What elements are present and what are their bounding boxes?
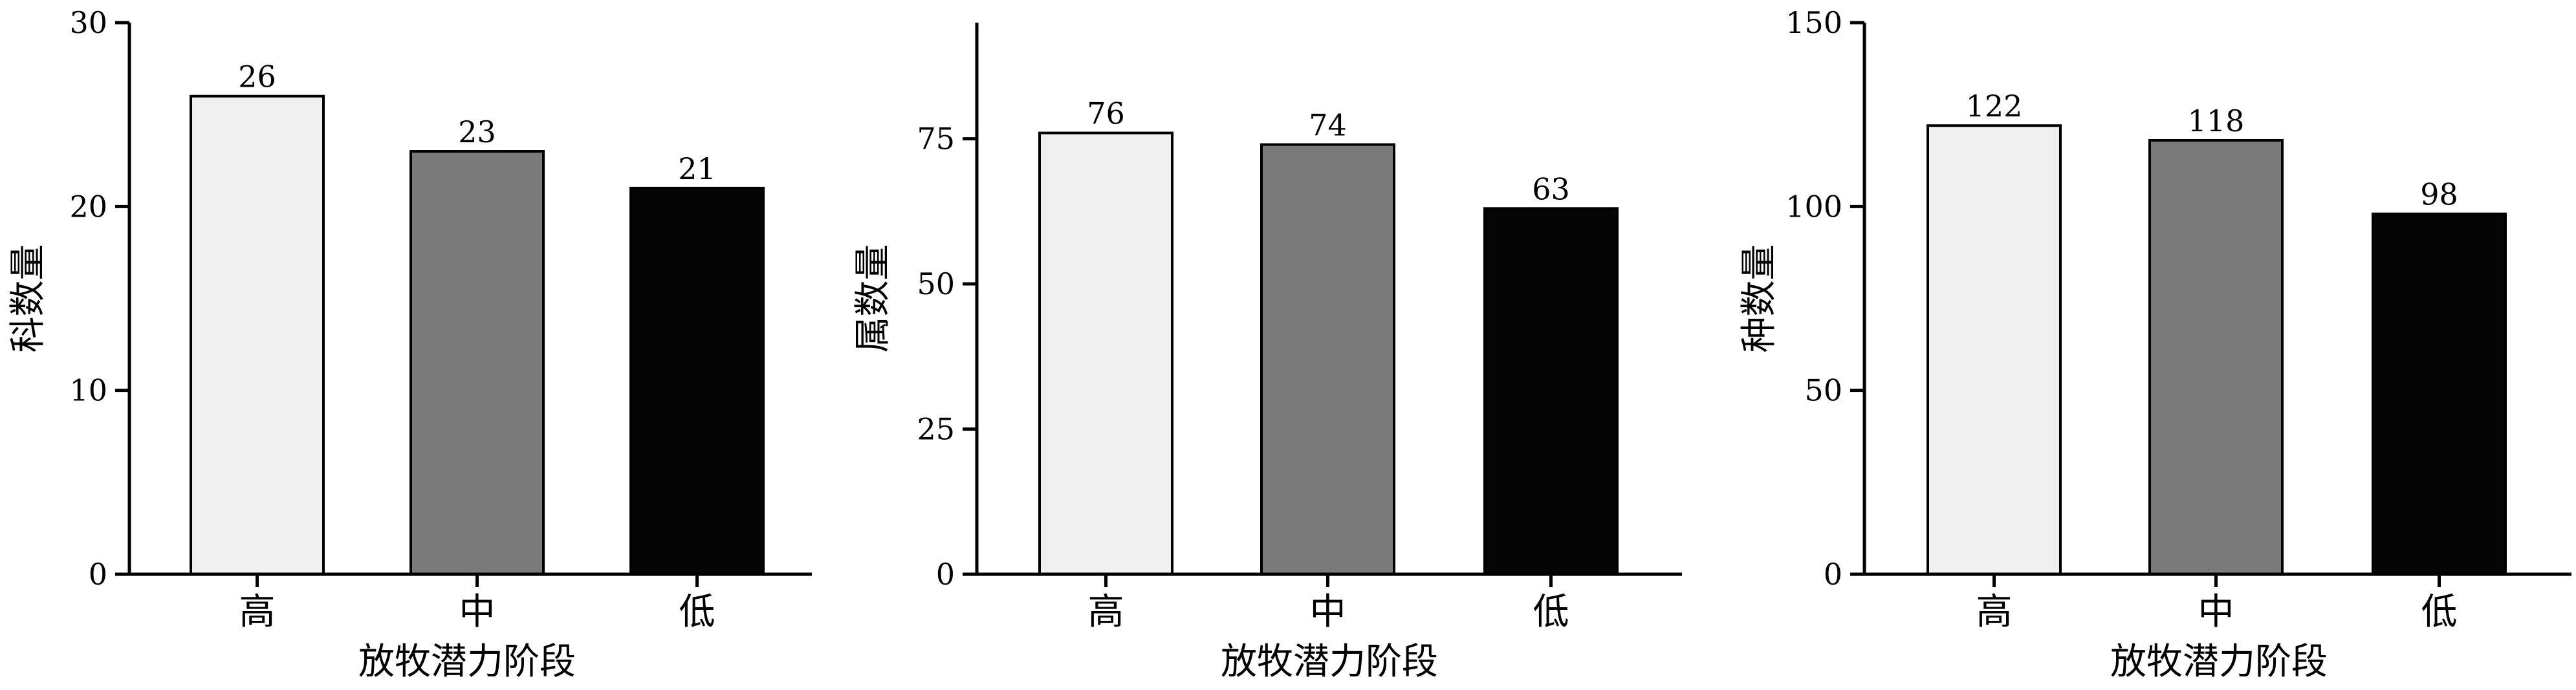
panel2-bar-1 xyxy=(1038,131,1173,576)
panel2-data-label-1: 76 xyxy=(1087,96,1125,131)
panel1-category-label-2: 中 xyxy=(459,591,496,633)
panel1-bar-2 xyxy=(409,150,545,576)
panel2-category-label-1: 高 xyxy=(1088,591,1124,633)
panel1-data-label-3: 21 xyxy=(678,151,716,186)
panel2-ytick-label-3: 50 xyxy=(917,266,955,301)
panel3-bar-2 xyxy=(2148,138,2284,576)
panel1-y-axis-title: 科数量 xyxy=(7,244,49,353)
panel3-ytick-label-2: 50 xyxy=(1804,373,1842,408)
panel1-bar-1 xyxy=(190,94,325,576)
panel2-category-label-3: 低 xyxy=(1533,591,1569,633)
panel3-ytick-label-1: 0 xyxy=(1824,557,1842,592)
panel3-x-axis-title: 放牧潜力阶段 xyxy=(2110,641,2328,683)
panel3-y-axis-title: 种数量 xyxy=(1738,244,1780,353)
panel2-data-label-2: 74 xyxy=(1309,108,1347,143)
panel1-category-label-1: 高 xyxy=(239,591,276,633)
panel1-data-label-2: 23 xyxy=(458,114,496,149)
panel2-bar-2 xyxy=(1260,143,1395,576)
panel3-bar-1 xyxy=(1927,124,2062,576)
panel1-ytick-label-3: 20 xyxy=(69,189,107,224)
panel3-data-label-3: 98 xyxy=(2420,177,2458,212)
panel2-x-axis-title: 放牧潜力阶段 xyxy=(1221,641,1438,683)
panel1-ytick-label-1: 0 xyxy=(89,557,107,592)
panel3-category-label-2: 中 xyxy=(2198,591,2234,633)
panel1-x-axis-title: 放牧潜力阶段 xyxy=(358,641,576,683)
panel2-ytick-label-4: 75 xyxy=(917,122,955,156)
panel3-category-label-3: 低 xyxy=(2421,591,2458,633)
panel3-data-label-2: 118 xyxy=(2188,103,2245,138)
panel2-y-axis-title: 属数量 xyxy=(852,244,894,353)
panel3-ytick-label-4: 150 xyxy=(1785,5,1842,40)
panel1-category-label-3: 低 xyxy=(679,591,715,633)
panel3-bar-3 xyxy=(2372,212,2507,576)
panel2-ytick-label-1: 0 xyxy=(936,557,955,592)
panel1-ytick-label-2: 10 xyxy=(69,373,107,408)
panel3-data-label-1: 122 xyxy=(1966,89,2023,124)
panel1-bar-3 xyxy=(629,186,765,576)
panel1-ytick-label-4: 30 xyxy=(69,5,107,40)
panel3-ytick-label-3: 100 xyxy=(1785,189,1842,224)
panel1-data-label-1: 26 xyxy=(238,59,276,94)
panel2-category-label-2: 中 xyxy=(1310,591,1346,633)
panel3-category-label-1: 高 xyxy=(1976,591,2013,633)
panel2-ytick-label-2: 25 xyxy=(917,412,955,447)
panel2-data-label-3: 63 xyxy=(1532,171,1570,206)
panel2-bar-3 xyxy=(1483,207,1619,576)
